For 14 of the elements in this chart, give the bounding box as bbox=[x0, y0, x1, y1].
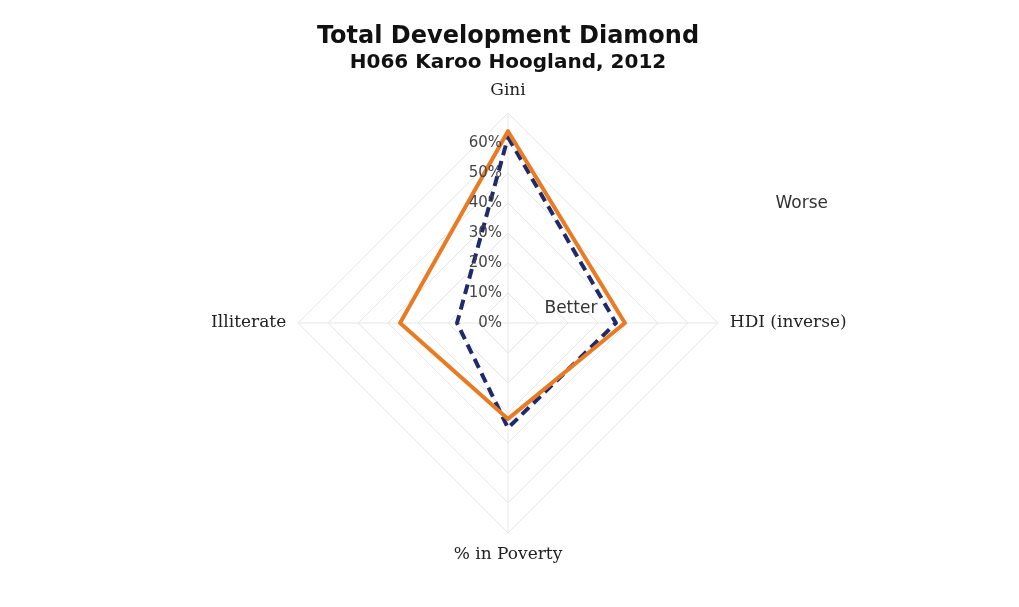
spoke-label: % in Poverty bbox=[453, 543, 563, 564]
y-tick-label: 30% bbox=[468, 222, 502, 241]
spoke-label: Illiterate bbox=[211, 311, 287, 332]
y-tick-label: 20% bbox=[468, 252, 502, 271]
y-tick-label: 10% bbox=[468, 282, 502, 301]
y-tick-label: 40% bbox=[468, 193, 502, 211]
y-tick-label: 0% bbox=[478, 312, 502, 331]
chart-subtitle: H066 Karoo Hoogland, 2012 bbox=[349, 49, 667, 73]
spoke-label: Gini bbox=[490, 79, 527, 100]
chart-title: Total Development Diamond bbox=[316, 20, 700, 49]
y-tick-label: 60% bbox=[468, 133, 502, 152]
text: Worse bbox=[775, 191, 828, 212]
text: Better bbox=[544, 296, 598, 317]
spoke-label: HDI (inverse) bbox=[729, 311, 847, 332]
